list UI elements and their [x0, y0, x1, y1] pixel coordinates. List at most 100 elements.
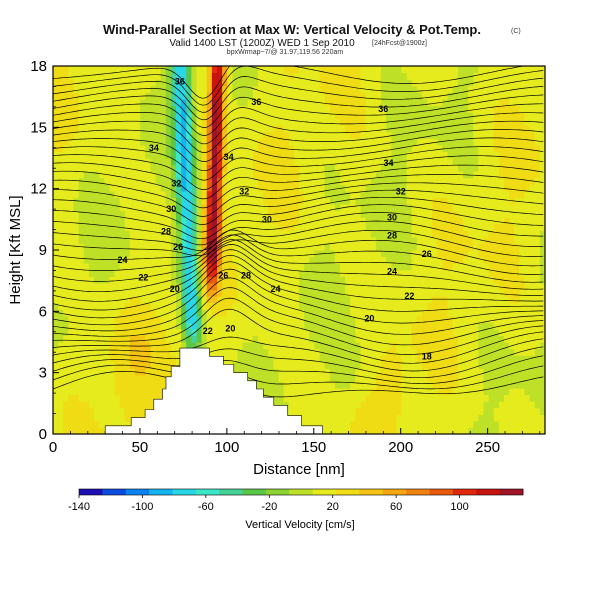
heatmap-cell [63, 414, 69, 422]
heatmap-cell [329, 315, 336, 323]
heatmap-cell [365, 420, 372, 429]
heatmap-cell [406, 328, 413, 337]
heatmap-cell [201, 302, 208, 310]
heatmap-cell [124, 138, 131, 146]
heatmap-cell [442, 282, 449, 291]
heatmap-cell [165, 263, 172, 271]
heatmap-cell [211, 164, 218, 172]
heatmap-cell [145, 138, 151, 146]
heatmap-cell [360, 151, 367, 159]
heatmap-cell [232, 315, 239, 323]
heatmap-cell [422, 72, 428, 80]
heatmap-cell [386, 401, 392, 409]
heatmap-cell [155, 250, 162, 258]
heatmap-cell [416, 98, 423, 107]
heatmap-cell [314, 296, 321, 304]
heatmap-cell [375, 374, 382, 383]
heatmap-cell [309, 177, 315, 185]
heatmap-cell [145, 269, 151, 277]
heatmap-cell [252, 230, 259, 238]
heatmap-cell [273, 112, 280, 120]
heatmap-cell [468, 177, 474, 185]
heatmap-cell [396, 105, 403, 113]
heatmap-cell [140, 164, 146, 172]
heatmap-cell [135, 407, 141, 415]
heatmap-cell [432, 388, 438, 396]
heatmap-cell [288, 151, 295, 159]
heatmap-cell [370, 144, 377, 153]
heatmap-cell [140, 171, 146, 179]
heatmap-cell [155, 315, 162, 323]
heatmap-cell [350, 289, 356, 297]
heatmap-cell [247, 361, 254, 369]
heatmap-cell [191, 230, 198, 238]
heatmap-cell [99, 243, 105, 251]
heatmap-cell [468, 420, 474, 429]
heatmap-cell [78, 138, 85, 146]
heatmap-cell [140, 315, 146, 323]
heatmap-cell [268, 230, 274, 238]
heatmap-cell [283, 217, 290, 225]
heatmap-cell [309, 164, 315, 172]
heatmap-cell [386, 263, 392, 271]
heatmap-cell [145, 374, 151, 383]
heatmap-cell [293, 374, 300, 383]
heatmap-cell [145, 348, 151, 356]
heatmap-cell [422, 204, 428, 212]
heatmap-cell [452, 223, 459, 231]
heatmap-cell [273, 184, 280, 192]
heatmap-cell [83, 269, 90, 277]
heatmap-cell [478, 197, 485, 205]
heatmap-cell [160, 158, 167, 166]
heatmap-cell [340, 236, 346, 245]
heatmap-cell [129, 256, 136, 264]
heatmap-cell [237, 276, 244, 284]
heatmap-cell [293, 98, 300, 107]
heatmap-cell [268, 171, 274, 179]
heatmap-cell [463, 85, 469, 93]
chart-info-line: bpxWrmap~7/@ 31.97,119.56 220am [227, 49, 344, 56]
heatmap-cell [176, 282, 182, 291]
heatmap-cell [227, 328, 233, 337]
heatmap-cell [63, 223, 69, 231]
heatmap-cell [211, 92, 218, 100]
heatmap-cell [468, 328, 474, 337]
heatmap-cell [99, 309, 105, 317]
heatmap-cell [370, 243, 377, 251]
heatmap-cell [155, 355, 162, 363]
heatmap-cell [324, 263, 331, 271]
heatmap-cell [375, 296, 382, 304]
heatmap-cell [406, 144, 413, 153]
heatmap-cell [432, 158, 438, 166]
heatmap-cell [493, 223, 500, 231]
heatmap-cell [375, 85, 382, 93]
heatmap-cell [442, 236, 449, 245]
heatmap-cell [222, 92, 228, 100]
heatmap-cell [237, 322, 244, 330]
heatmap-cell [268, 98, 274, 107]
heatmap-cell [350, 250, 356, 258]
heatmap-cell [411, 243, 418, 251]
heatmap-cell [473, 105, 479, 113]
heatmap-cell [222, 72, 228, 80]
heatmap-cell [411, 105, 418, 113]
heatmap-cell [473, 236, 479, 245]
heatmap-cell [427, 204, 433, 212]
heatmap-cell [391, 158, 397, 166]
heatmap-cell [437, 374, 444, 383]
heatmap-cell [258, 158, 264, 166]
heatmap-cell [401, 414, 408, 422]
heatmap-cell [365, 309, 372, 317]
heatmap-cell [176, 204, 182, 212]
heatmap-cell [381, 315, 387, 323]
heatmap-cell [211, 302, 218, 310]
heatmap-cell [129, 269, 136, 277]
heatmap-cell [329, 223, 336, 231]
heatmap-cell [329, 131, 336, 139]
heatmap-cell [473, 374, 479, 383]
heatmap-cell [504, 420, 510, 429]
heatmap-cell [58, 420, 64, 429]
heatmap-cell [68, 217, 75, 225]
heatmap-cell [309, 420, 315, 429]
heatmap-cell [129, 322, 136, 330]
